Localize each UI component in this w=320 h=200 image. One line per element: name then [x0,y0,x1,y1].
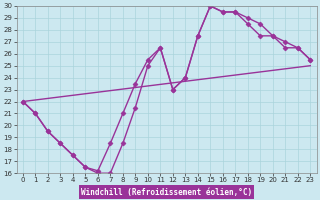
X-axis label: Windchill (Refroidissement éolien,°C): Windchill (Refroidissement éolien,°C) [81,188,252,197]
